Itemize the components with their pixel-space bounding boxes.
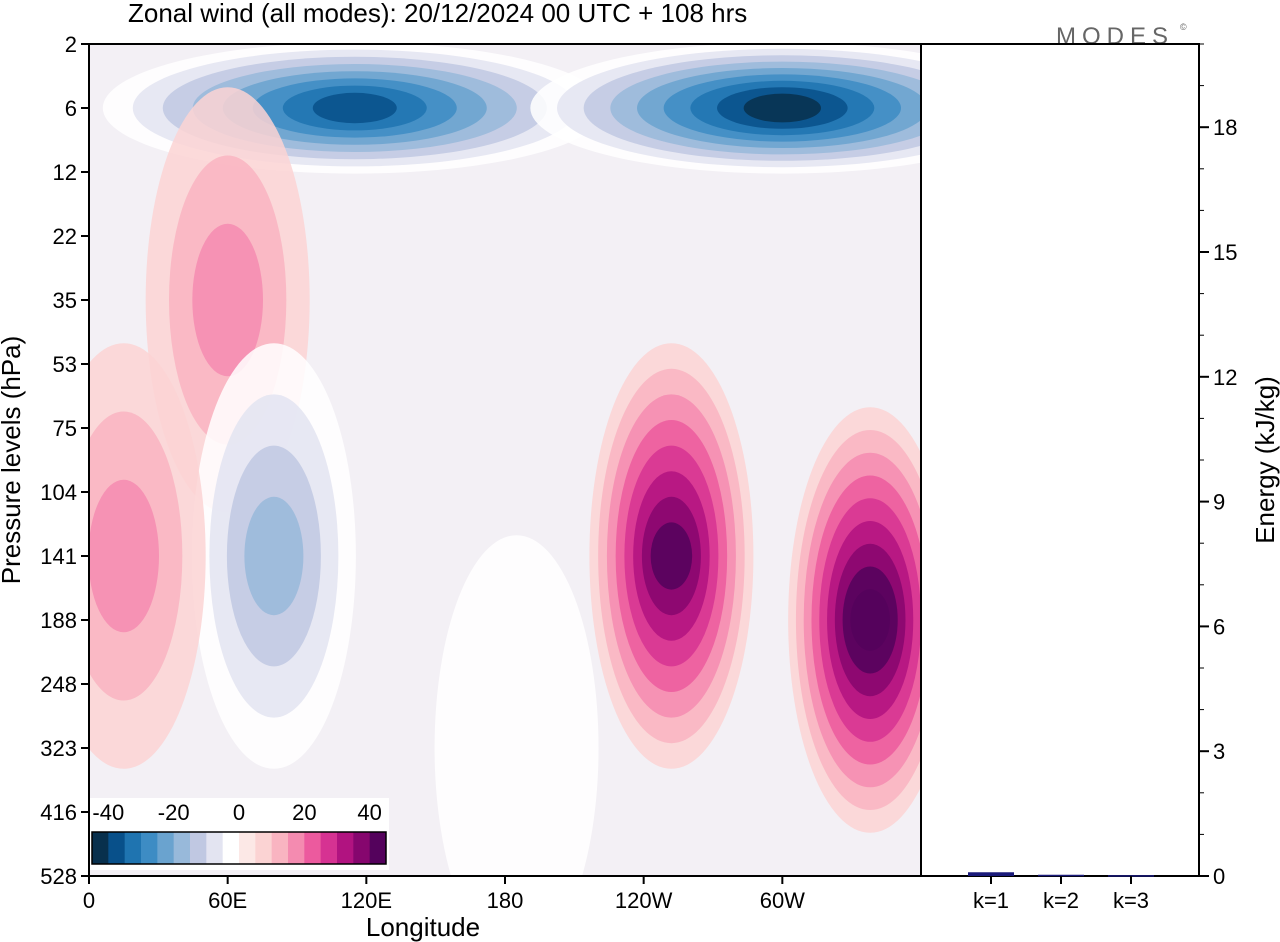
y-tick-label: 12 (53, 160, 77, 185)
chart-title: Zonal wind (all modes): 20/12/2024 00 UT… (128, 0, 747, 28)
y-tick-label: 22 (53, 224, 77, 249)
energy-tick-label: 18 (1213, 115, 1237, 140)
energy-frame (920, 43, 1200, 877)
y-tick-label: 416 (40, 800, 77, 825)
colorbar-swatch (222, 832, 240, 864)
colorbar-swatch (369, 832, 387, 864)
energy-panel: k=1 k=2 k=3 0 3 6 9 12 15 18 Energy (kJ/kg) (920, 43, 1280, 913)
wind-feature (589, 343, 754, 769)
colorbar-swatch (157, 832, 175, 864)
energy-category-label: k=3 (1113, 888, 1149, 913)
heatmap-panel: -40 -20 0 20 40 2612223553751041411882483234… (0, 32, 922, 942)
y-tick-label: 2 (65, 32, 77, 57)
wind-feature (89, 343, 206, 769)
x-tick-label: 60W (760, 888, 805, 913)
energy-tick-label: 6 (1213, 614, 1225, 639)
wind-feature (191, 343, 356, 769)
energy-tick-label: 0 (1213, 864, 1225, 889)
colorbar-tick-label: 0 (233, 800, 245, 825)
contour-level (743, 93, 821, 123)
colorbar-swatch (124, 832, 142, 864)
colorbar-swatch (337, 832, 354, 864)
wind-feature (530, 44, 921, 174)
colorbar-tick-label: -40 (92, 800, 124, 825)
colorbar-swatch (92, 832, 109, 864)
energy-category-label: k=2 (1043, 888, 1079, 913)
contour-level (89, 479, 159, 633)
colorbar-swatch (271, 832, 289, 864)
wind-feature (434, 535, 599, 876)
colorbar-swatch (239, 832, 256, 864)
energy-bar (1038, 874, 1084, 877)
colorbar-swatch (255, 832, 273, 864)
colorbar-frame (91, 831, 387, 865)
contour-level (650, 522, 693, 590)
x-tick-label: 0 (83, 888, 95, 913)
contour-level (434, 535, 599, 876)
y-tick-label: 248 (40, 672, 77, 697)
y-tick-label: 104 (40, 480, 77, 505)
y-tick-label: 141 (40, 544, 77, 569)
modes-logo-mark: © (1180, 22, 1187, 32)
wind-feature (102, 44, 607, 174)
energy-bar (1108, 875, 1154, 877)
x-axis-label: Longitude (366, 912, 480, 942)
colorbar-swatch (173, 832, 191, 864)
energy-tick-label: 15 (1213, 240, 1237, 265)
colorbar-tick-label: 20 (292, 800, 316, 825)
colorbar-swatch (304, 832, 322, 864)
energy-tick-label: 3 (1213, 739, 1225, 764)
colorbar-swatch (190, 832, 207, 864)
x-tick-label: 120E (341, 888, 392, 913)
colorbar-tick-label: 40 (357, 800, 381, 825)
y-tick-label: 188 (40, 608, 77, 633)
contour-level (244, 496, 304, 616)
y-tick-label: 528 (40, 864, 77, 889)
y-tick-label: 323 (40, 736, 77, 761)
colorbar-swatch (108, 832, 126, 864)
colorbar-swatch (288, 832, 305, 864)
y-tick-label: 35 (53, 288, 77, 313)
energy-tick-label: 9 (1213, 490, 1225, 515)
y-tick-label: 53 (53, 352, 77, 377)
colorbar-swatch (141, 832, 158, 864)
x-tick-label: 60E (208, 888, 247, 913)
energy-axis-label: Energy (kJ/kg) (1250, 376, 1280, 544)
colorbar-swatch (353, 832, 371, 864)
y-tick-label: 75 (53, 416, 77, 441)
energy-category-label: k=1 (973, 888, 1009, 913)
energy-tick-label: 12 (1213, 365, 1237, 390)
colorbar: -40 -20 0 20 40 (89, 798, 389, 870)
y-axis-label: Pressure levels (hPa) (0, 336, 26, 585)
x-tick-label: 180 (487, 888, 524, 913)
contour-level (850, 589, 890, 651)
colorbar-swatch (206, 832, 224, 864)
y-tick-label: 6 (65, 96, 77, 121)
x-tick-label: 120W (615, 888, 673, 913)
colorbar-swatch (320, 832, 338, 864)
wind-feature (788, 407, 921, 833)
energy-bar (968, 872, 1014, 876)
contour-level (312, 92, 397, 124)
colorbar-tick-label: -20 (158, 800, 190, 825)
contour-level (192, 223, 263, 377)
